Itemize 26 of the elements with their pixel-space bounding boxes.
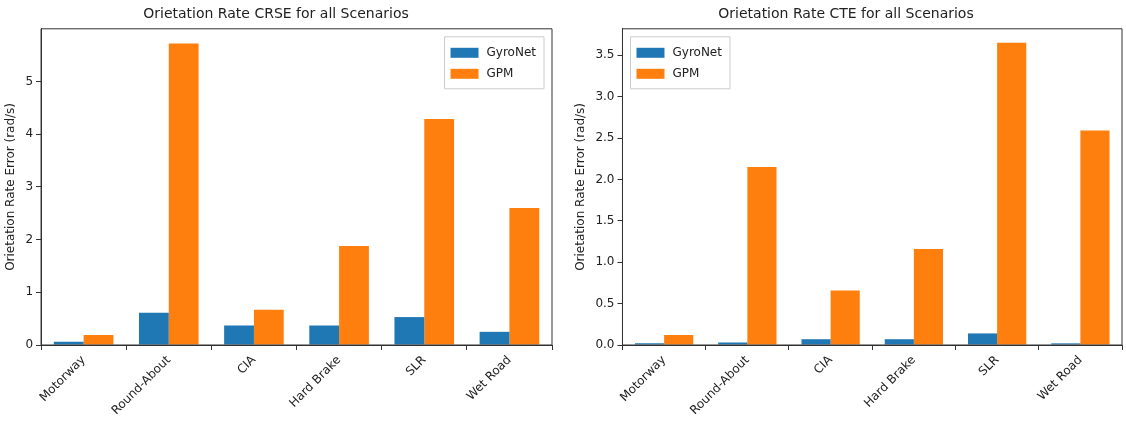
y-tick-label: 1 bbox=[25, 284, 34, 299]
chart-title: Orietation Rate CRSE for all Scenarios bbox=[143, 5, 409, 22]
y-tick-label: 3.5 bbox=[595, 47, 615, 62]
y-tick-label: 5 bbox=[25, 73, 34, 88]
y-tick-label: 0.5 bbox=[595, 295, 615, 310]
y-axis-title: Orietation Rate Error (rad/s) bbox=[3, 102, 18, 271]
chart-title: Orietation Rate CTE for all Scenarios bbox=[718, 5, 974, 22]
y-axis-title: Orietation Rate Error (rad/s) bbox=[573, 102, 588, 271]
y-tick-label: 2.0 bbox=[595, 171, 615, 186]
y-tick-label: 4 bbox=[25, 126, 34, 141]
x-tick-label: CIA bbox=[234, 351, 259, 377]
x-tick-label: SLR bbox=[402, 352, 429, 379]
legend-label: GyroNet bbox=[486, 44, 537, 59]
y-tick-label: 3.0 bbox=[595, 88, 615, 103]
y-tick-label: 0 bbox=[25, 337, 34, 352]
y-tick-label: 2.5 bbox=[595, 130, 615, 145]
legend-label: GPM bbox=[672, 65, 700, 80]
legend-label: GPM bbox=[486, 65, 514, 80]
y-tick-label: 2 bbox=[25, 231, 34, 246]
y-tick-label: 0.0 bbox=[595, 337, 615, 352]
y-tick-label: 1.0 bbox=[595, 254, 615, 269]
x-tick-label: CIA bbox=[810, 351, 836, 377]
y-tick-label: 3 bbox=[25, 179, 34, 194]
legend-label: GyroNet bbox=[672, 44, 723, 59]
x-tick-label: SLR bbox=[975, 352, 1002, 379]
y-tick-label: 1.5 bbox=[595, 212, 615, 227]
